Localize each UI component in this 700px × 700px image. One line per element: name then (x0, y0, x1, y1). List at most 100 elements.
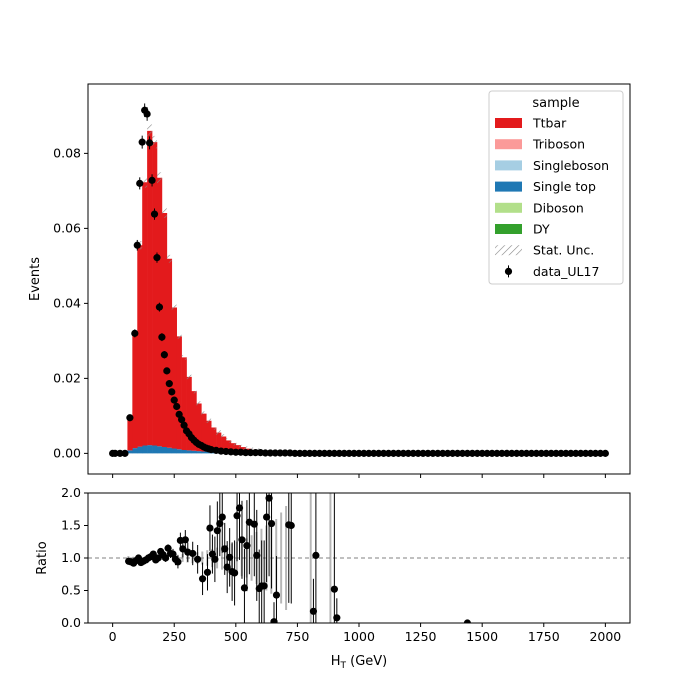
ratio-point-35 (221, 545, 229, 553)
bar-ttbar-1 (132, 333, 138, 449)
data-point-110 (572, 449, 580, 457)
bar-ttbar-19 (221, 436, 227, 453)
ratio-point-55 (272, 591, 281, 599)
data-point-6 (133, 241, 141, 249)
ratio-x-tick-label-2: 500 (224, 629, 248, 644)
bar-ttbar-22 (235, 445, 242, 453)
data-point-74 (394, 449, 403, 457)
x-axis-label-subscript: T (340, 661, 347, 671)
data-point-59 (320, 449, 329, 457)
bar-single-top-0 (127, 450, 133, 454)
data-point-60 (325, 449, 334, 457)
data-point-19 (165, 380, 173, 388)
data-point-106 (552, 449, 560, 457)
data-point-78 (414, 449, 422, 457)
data-point-65 (350, 449, 358, 457)
data-point-64 (345, 449, 353, 457)
main-y-tick-label-2: 0.04 (53, 295, 81, 310)
data-point-63 (340, 449, 348, 457)
data-point-51 (281, 449, 289, 457)
data-point-94 (493, 449, 501, 457)
stat-unc-band-25 (250, 447, 256, 453)
stat-unc-band-24 (245, 446, 251, 451)
legend-label: data_UL17 (533, 264, 599, 279)
legend-label: Triboson (532, 137, 585, 152)
data-point-83 (439, 449, 447, 457)
legend-label: Diboson (533, 200, 584, 215)
main-y-tick-label-1: 0.02 (53, 370, 81, 385)
data-point-24 (178, 416, 186, 424)
ratio-point-43 (240, 584, 249, 592)
data-point-44 (247, 449, 255, 457)
data-point-66 (355, 449, 363, 457)
ratio-point-60 (330, 585, 338, 593)
data-point-67 (360, 449, 368, 457)
legend-swatch (495, 118, 522, 128)
ratio-x-tick-label-0: 0 (109, 629, 117, 644)
bar-single-top-7 (161, 447, 168, 454)
stat-unc-band-14 (196, 401, 202, 406)
legend-entry-single-top: Single top (495, 179, 596, 194)
data-point-62 (335, 449, 343, 457)
data-point-111 (577, 449, 585, 457)
bar-single-top-16 (206, 451, 212, 454)
data-point-75 (399, 449, 407, 457)
data-point-53 (291, 449, 299, 457)
ratio-point-33 (216, 519, 224, 528)
ratio-point-27 (198, 575, 207, 583)
ratio-y-tick-label-4: 2.0 (61, 485, 81, 500)
stat-unc-band-8 (166, 254, 172, 263)
main-y-tick-label-4: 0.08 (53, 145, 81, 160)
x-axis-label-unit: (GeV) (346, 654, 387, 669)
stat-unc-band-18 (216, 430, 222, 435)
stat-unc-band-4 (147, 124, 153, 138)
ratio-point-15 (162, 554, 170, 562)
legend-swatch (495, 160, 522, 171)
legend-entry-triboson: Triboson (495, 137, 585, 152)
main-x-axis (112, 474, 606, 478)
data-point-22 (173, 402, 181, 411)
main-y-tick-label-3: 0.06 (53, 220, 81, 235)
data-point-88 (463, 449, 471, 457)
data-point-5 (131, 329, 139, 337)
data-point-8 (138, 138, 146, 146)
data-point-56 (306, 449, 314, 457)
bar-ttbar-17 (211, 427, 217, 453)
ratio-point-51 (263, 513, 271, 521)
data-point-97 (508, 449, 516, 457)
legend-label: Ttbar (532, 116, 567, 131)
ratio-point-34 (218, 513, 226, 521)
legend-swatch-hatch (495, 245, 522, 256)
stat-unc-band-17 (211, 425, 217, 430)
data-point-73 (389, 449, 398, 457)
data-point-91 (478, 449, 486, 457)
stat-unc-band-11 (181, 355, 187, 360)
data-point-68 (365, 449, 373, 457)
data-point-47 (261, 449, 269, 457)
data-point-80 (424, 449, 432, 457)
stat-unc-band-9 (171, 304, 177, 311)
main-y-axis: 0.00 0.02 0.04 0.06 0.08 (53, 145, 88, 460)
data-point-13 (150, 210, 159, 218)
ratio-point-53 (267, 519, 276, 528)
data-point-90 (473, 449, 481, 457)
data-point-14 (153, 254, 161, 262)
bar-ttbar-16 (206, 420, 212, 452)
data-point-101 (527, 449, 536, 457)
ratio-band-bin-33 (309, 493, 312, 623)
ratio-x-tick-label-8: 2000 (589, 629, 621, 644)
ratio-point-31 (211, 555, 219, 563)
stat-unc-band-19 (221, 434, 226, 439)
data-point-85 (449, 449, 457, 457)
data-point-12 (148, 176, 156, 184)
data-point-1 (111, 449, 119, 457)
ratio-point-32 (213, 527, 221, 535)
ratio-panel: 0.0 0.5 1.0 1.5 2.0 0 250 500 750 1000 1250 1500 17… (35, 485, 631, 671)
stat-unc-band-10 (176, 334, 182, 339)
bar-ttbar-20 (225, 440, 232, 453)
legend-label: DY (533, 222, 550, 237)
ratio-point-28 (203, 568, 212, 576)
data-point-49 (271, 449, 279, 457)
data-point-116 (601, 449, 609, 457)
bar-ttbar-18 (216, 432, 222, 453)
